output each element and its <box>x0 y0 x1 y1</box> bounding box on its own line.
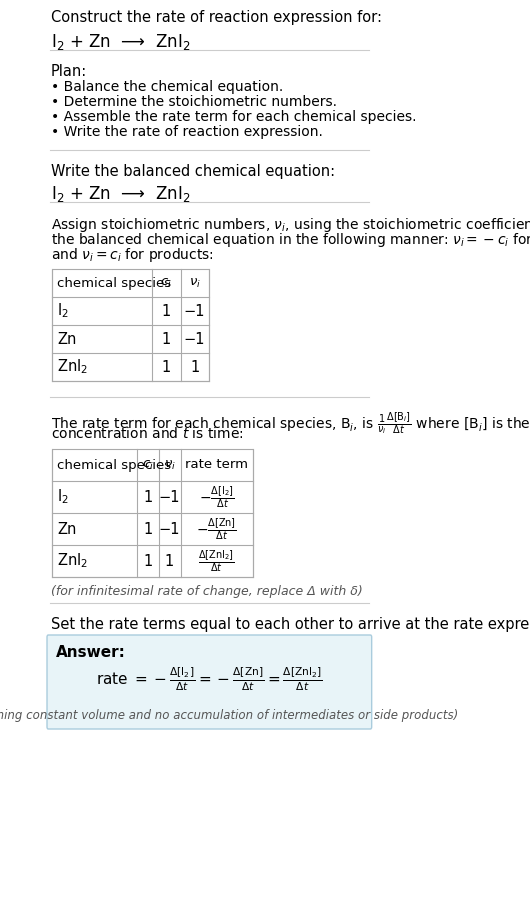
Text: Answer:: Answer: <box>56 645 126 660</box>
FancyBboxPatch shape <box>47 635 372 729</box>
Text: Plan:: Plan: <box>51 64 87 79</box>
Text: $c_i$: $c_i$ <box>161 277 172 289</box>
Text: (for infinitesimal rate of change, replace Δ with δ): (for infinitesimal rate of change, repla… <box>51 585 363 598</box>
Text: I$_2$ + Zn  ⟶  ZnI$_2$: I$_2$ + Zn ⟶ ZnI$_2$ <box>51 32 190 52</box>
Text: Zn: Zn <box>57 521 76 537</box>
Bar <box>52 449 253 577</box>
Text: 1: 1 <box>165 553 174 569</box>
Text: I$_2$: I$_2$ <box>57 488 69 506</box>
Text: −1: −1 <box>159 521 180 537</box>
Text: 1: 1 <box>162 359 171 375</box>
Text: rate $= -\frac{\Delta[\mathrm{I_2}]}{\Delta t} = -\frac{\Delta[\mathrm{Zn}]}{\De: rate $= -\frac{\Delta[\mathrm{I_2}]}{\De… <box>96 665 323 693</box>
Text: 1: 1 <box>143 521 152 537</box>
Text: • Determine the stoichiometric numbers.: • Determine the stoichiometric numbers. <box>51 95 337 109</box>
Text: $\nu_i$: $\nu_i$ <box>164 459 175 471</box>
Text: $\nu_i$: $\nu_i$ <box>189 277 200 289</box>
Text: ZnI$_2$: ZnI$_2$ <box>57 358 88 377</box>
Text: Construct the rate of reaction expression for:: Construct the rate of reaction expressio… <box>51 10 382 25</box>
Text: Assign stoichiometric numbers, $\nu_i$, using the stoichiometric coefficients, $: Assign stoichiometric numbers, $\nu_i$, … <box>51 216 530 234</box>
Text: Set the rate terms equal to each other to arrive at the rate expression:: Set the rate terms equal to each other t… <box>51 617 530 632</box>
Text: 1: 1 <box>190 359 199 375</box>
Text: I$_2$: I$_2$ <box>57 301 69 320</box>
Text: Write the balanced chemical equation:: Write the balanced chemical equation: <box>51 164 335 179</box>
Text: • Assemble the rate term for each chemical species.: • Assemble the rate term for each chemic… <box>51 110 416 124</box>
Text: I$_2$ + Zn  ⟶  ZnI$_2$: I$_2$ + Zn ⟶ ZnI$_2$ <box>51 184 190 204</box>
Text: 1: 1 <box>143 553 152 569</box>
Text: chemical species: chemical species <box>57 459 171 471</box>
Text: $-\frac{\Delta[\mathrm{Zn}]}{\Delta t}$: $-\frac{\Delta[\mathrm{Zn}]}{\Delta t}$ <box>196 516 237 541</box>
Text: 1: 1 <box>162 331 171 347</box>
Text: 1: 1 <box>143 490 152 504</box>
Text: • Balance the chemical equation.: • Balance the chemical equation. <box>51 80 283 94</box>
Text: concentration and $t$ is time:: concentration and $t$ is time: <box>51 426 243 441</box>
Text: ZnI$_2$: ZnI$_2$ <box>57 551 88 571</box>
Text: rate term: rate term <box>185 459 248 471</box>
Text: $-\frac{\Delta[\mathrm{I_2}]}{\Delta t}$: $-\frac{\Delta[\mathrm{I_2}]}{\Delta t}$ <box>199 484 234 510</box>
Text: chemical species: chemical species <box>57 277 171 289</box>
Text: The rate term for each chemical species, B$_i$, is $\frac{1}{\nu_i}\frac{\Delta[: The rate term for each chemical species,… <box>51 411 530 437</box>
Bar <box>52 269 209 381</box>
Text: and $\nu_i = c_i$ for products:: and $\nu_i = c_i$ for products: <box>51 246 214 264</box>
Text: (assuming constant volume and no accumulation of intermediates or side products): (assuming constant volume and no accumul… <box>0 709 458 722</box>
Text: • Write the rate of reaction expression.: • Write the rate of reaction expression. <box>51 125 323 139</box>
Text: $\frac{\Delta[\mathrm{ZnI_2}]}{\Delta t}$: $\frac{\Delta[\mathrm{ZnI_2}]}{\Delta t}… <box>198 548 235 574</box>
Text: the balanced chemical equation in the following manner: $\nu_i = -c_i$ for react: the balanced chemical equation in the fo… <box>51 231 530 249</box>
Text: $c_i$: $c_i$ <box>142 459 154 471</box>
Text: Zn: Zn <box>57 331 76 347</box>
Text: −1: −1 <box>184 331 205 347</box>
Text: 1: 1 <box>162 304 171 318</box>
Text: −1: −1 <box>184 304 205 318</box>
Text: −1: −1 <box>159 490 180 504</box>
